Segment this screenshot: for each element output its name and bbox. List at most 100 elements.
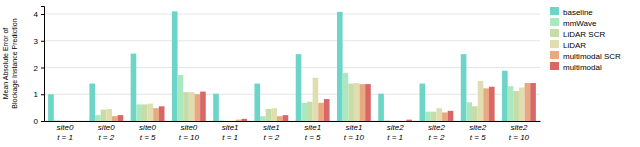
- x-tick-label: site1: [345, 123, 362, 132]
- y-tick: 3: [34, 37, 44, 46]
- bar: [436, 108, 442, 121]
- bar: [348, 84, 354, 121]
- legend-item: multimodal SCR: [550, 51, 621, 61]
- x-tick-label: t = 1: [222, 133, 238, 142]
- legend-swatch: [550, 18, 559, 26]
- y-tick-mark: [41, 41, 44, 42]
- x-tick-label: site1: [263, 123, 280, 132]
- bar: [159, 106, 165, 121]
- x-tick-label: t = 5: [305, 133, 321, 142]
- y-axis: 01234: [34, 7, 45, 127]
- x-tick-label: t = 10: [344, 133, 365, 142]
- bar: [420, 84, 426, 121]
- x-tick-label: site2: [428, 123, 445, 132]
- bar: [390, 121, 396, 122]
- x-tick-label: site2: [387, 123, 404, 132]
- bar: [343, 73, 349, 121]
- bar: [478, 81, 484, 121]
- x-tick-label: t = 1: [387, 133, 403, 142]
- x-tick-label: t = 1: [57, 133, 73, 142]
- y-tick-label: 4: [34, 10, 39, 19]
- legend-item: mmWave: [550, 18, 597, 28]
- bar: [360, 84, 366, 121]
- bar: [324, 99, 330, 121]
- bar: [395, 121, 401, 122]
- x-axis: site0t = 1site0t = 2site0t = 5site0t = 1…: [45, 122, 541, 143]
- y-tick-mark: [41, 68, 44, 69]
- x-tick-label: site2: [511, 123, 528, 132]
- x-tick-label: site0: [180, 123, 197, 132]
- legend-swatch: [550, 29, 559, 37]
- bar: [106, 109, 112, 121]
- bar: [236, 120, 242, 121]
- bar: [406, 120, 412, 121]
- bar: [530, 83, 536, 121]
- legend-label: multimodal SCR: [563, 52, 621, 61]
- bar: [71, 121, 77, 122]
- bar: [172, 11, 178, 121]
- bar: [178, 75, 184, 121]
- x-tick: site2t = 5: [469, 123, 486, 142]
- legend-label: LiDAR: [563, 41, 586, 50]
- bar: [230, 121, 236, 122]
- y-tick: 4: [34, 10, 44, 19]
- x-tick-label: t = 5: [470, 133, 486, 142]
- bar-series: [48, 11, 508, 121]
- bar: [337, 12, 343, 121]
- bar: [483, 88, 489, 121]
- legend-swatch: [550, 7, 559, 15]
- legend-item: multimodal: [550, 62, 602, 72]
- y-tick-mark: [41, 14, 44, 15]
- x-tick-label: site1: [222, 123, 239, 132]
- legend-label: LiDAR SCR: [563, 30, 605, 39]
- bar-series: [106, 78, 524, 121]
- y-tick-mark: [41, 121, 44, 122]
- bar: [525, 83, 531, 121]
- bar: [213, 94, 219, 121]
- y-tick: 1: [34, 90, 44, 99]
- bar-series: [101, 84, 519, 121]
- x-tick-label: t = 2: [98, 133, 114, 142]
- x-tick: site1t = 2: [263, 123, 280, 142]
- bar: [189, 92, 195, 121]
- bar: [194, 94, 200, 121]
- bar: [219, 120, 225, 121]
- bar: [519, 88, 525, 121]
- x-tick: site2t = 2: [428, 123, 445, 142]
- bar: [148, 104, 154, 121]
- legend-item: baseline: [550, 7, 593, 17]
- bar: [301, 103, 307, 121]
- bar: [513, 91, 519, 121]
- bar: [118, 115, 124, 121]
- bar-series: [54, 73, 514, 121]
- bar: [95, 115, 101, 121]
- bar: [89, 84, 95, 121]
- bar: [296, 54, 302, 121]
- y-axis-title: Mean Absolute Error ofBlockage Instance …: [2, 18, 19, 108]
- bar: [283, 115, 289, 121]
- bar: [65, 121, 71, 122]
- bar: [254, 84, 260, 121]
- bar: [271, 108, 277, 121]
- legend-label: mmWave: [563, 19, 597, 28]
- bar: [277, 116, 283, 121]
- bar: [384, 120, 390, 121]
- grid: [44, 14, 540, 121]
- bar: [136, 104, 142, 121]
- x-tick: site1t = 1: [222, 123, 239, 142]
- bar: [466, 102, 472, 121]
- bar: [313, 78, 319, 121]
- y-tick-label: 0: [34, 117, 39, 126]
- legend-item: LiDAR: [550, 40, 586, 50]
- bar: [448, 111, 454, 121]
- x-tick-label: t = 2: [429, 133, 445, 142]
- y-tick: 0: [34, 117, 44, 126]
- bar: [431, 112, 437, 121]
- bar: [461, 54, 467, 121]
- grid-line: [44, 40, 540, 41]
- bar: [112, 116, 118, 121]
- x-tick-label: site0: [139, 123, 156, 132]
- legend-swatch: [550, 62, 559, 70]
- legend-label: baseline: [563, 8, 593, 17]
- x-tick: site2t = 1: [387, 123, 404, 142]
